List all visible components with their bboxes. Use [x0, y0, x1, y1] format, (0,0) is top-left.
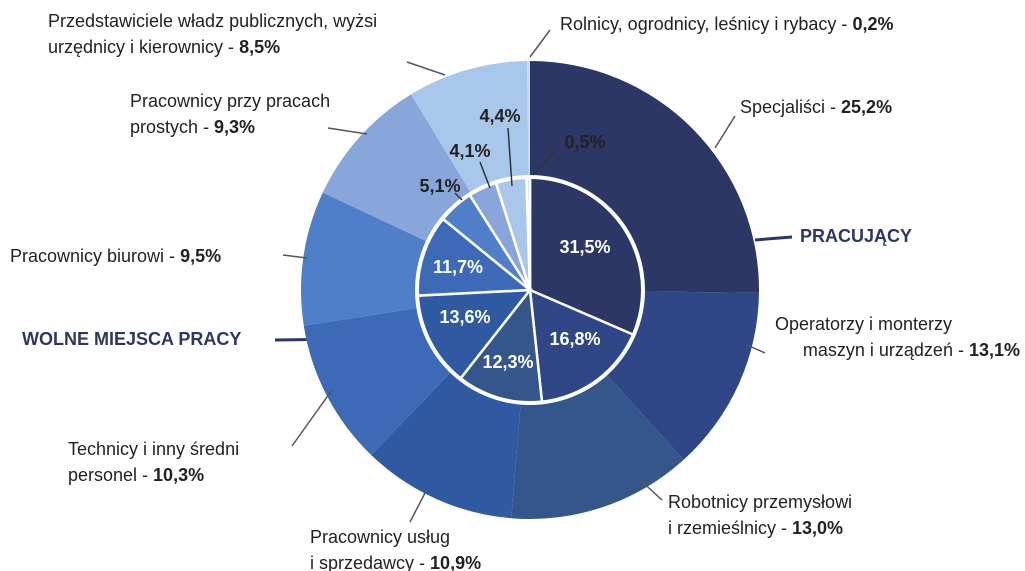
leader-line [532, 149, 557, 176]
category-name: Rolnicy, ogrodnicy, leśnicy i rybacy - 0… [560, 14, 893, 34]
leader-line [291, 389, 333, 447]
category-label: Pracownicy przy pracach prostych - 9,3% [130, 91, 330, 137]
category-name: urzędnicy i kierownicy - 8,5% [48, 37, 280, 57]
slice [410, 61, 529, 194]
slice [511, 373, 684, 519]
leader-line [637, 477, 663, 501]
leader-line [282, 254, 308, 259]
category-label: Pracownicy biurowi - 9,5% [10, 246, 221, 266]
leader-line [479, 161, 491, 189]
category-name: personel - 10,3% [68, 465, 204, 485]
category-name: Operatorzy i monterzy [775, 314, 952, 334]
category-label: Technicy i inny średni personel - 10,3% [68, 439, 239, 485]
slice [605, 291, 759, 460]
slice [301, 192, 428, 326]
leader-line [406, 61, 446, 76]
inner-border [415, 175, 645, 405]
value-label: 5,1% [419, 176, 460, 196]
value-label: 8,5% [239, 37, 280, 57]
category-label: Pracownicy usług i sprzedawcy - 10,9% [310, 527, 481, 571]
value-label: 12,3% [482, 352, 533, 372]
category-name: i sprzedawcy - 10,9% [310, 553, 481, 571]
category-label: Specjaliści - 25,2% [740, 97, 892, 117]
category-name: Przedstawiciele władz publicznych, wyżsi [48, 11, 377, 31]
leader-line [746, 344, 766, 354]
value-label: 0,5% [564, 132, 605, 152]
series-pointer [754, 235, 793, 242]
value-label: 16,8% [549, 329, 600, 349]
value-label: 25,2% [841, 97, 892, 117]
category-name: Specjaliści - 25,2% [740, 97, 892, 117]
value-label: 9,3% [214, 117, 255, 137]
value-label: 13,0% [792, 518, 843, 538]
value-label: 10,9% [430, 553, 481, 571]
value-label: 13,1% [969, 340, 1020, 360]
category-label: Operatorzy i monterzy maszyn i urządzeń -… [775, 314, 1020, 360]
series-label: WOLNE MIEJSCA PRACY [22, 329, 241, 349]
value-label: 9,5% [180, 246, 221, 266]
category-name: Pracownicy usług [310, 527, 450, 547]
slice [527, 61, 530, 178]
series-label: PRACUJĄCY [800, 226, 912, 246]
slice [371, 371, 521, 519]
category-name: prostych - 9,3% [130, 117, 255, 137]
value-label: 13,6% [439, 307, 490, 327]
category-label: Rolnicy, ogrodnicy, leśnicy i rybacy - 0… [560, 14, 893, 34]
category-name: maszyn i urządzeń - 13,1% [803, 340, 1020, 360]
slice [322, 94, 472, 242]
category-label: Robotnicy przemysłowi i rzemieślnicy - 13… [668, 492, 852, 538]
value-label: 10,3% [153, 465, 204, 485]
slice [530, 61, 759, 293]
category-name: i rzemieślnicy - 13,0% [668, 518, 843, 538]
leader-line [529, 29, 551, 58]
category-name: Robotnicy przemysłowi [668, 492, 852, 512]
category-name: Pracownicy biurowi - 9,5% [10, 246, 221, 266]
value-label: 4,1% [449, 141, 490, 161]
leader-line [714, 115, 736, 149]
leader-line [327, 127, 368, 135]
leader-line [454, 192, 463, 201]
leader-line [507, 127, 513, 187]
value-label: 31,5% [559, 237, 610, 257]
slice [303, 307, 452, 455]
category-name: Technicy i inny średni [68, 439, 239, 459]
value-label: 11,7% [433, 257, 483, 277]
category-label: Przedstawiciele władz publicznych, wyżsi… [48, 11, 377, 57]
leader-line [409, 492, 426, 523]
value-label: 0,2% [852, 14, 893, 34]
value-label: 4,4% [479, 106, 520, 126]
category-name: Pracownicy przy pracach [130, 91, 330, 111]
